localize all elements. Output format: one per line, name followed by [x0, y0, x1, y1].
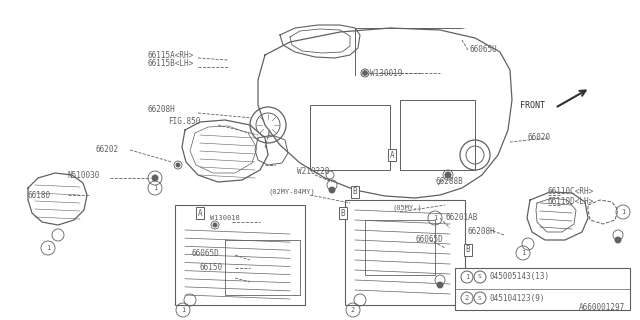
Text: 66065D: 66065D [415, 236, 443, 244]
Text: 1: 1 [46, 245, 50, 251]
Bar [455, 268, 630, 310]
Bar [345, 200, 465, 305]
Text: B: B [340, 209, 346, 218]
Text: 66115A<RH>: 66115A<RH> [148, 51, 195, 60]
Bar [175, 205, 305, 305]
Text: W130018: W130018 [210, 215, 240, 221]
Bar [400, 100, 475, 170]
Text: 66180: 66180 [28, 190, 51, 199]
Circle shape [615, 237, 621, 243]
Text: A: A [390, 150, 394, 159]
Circle shape [437, 282, 443, 288]
Text: (05MY-): (05MY-) [393, 205, 423, 211]
Circle shape [176, 163, 180, 167]
Text: FRONT: FRONT [520, 100, 545, 109]
Circle shape [329, 187, 335, 193]
Text: 66020: 66020 [528, 133, 551, 142]
Circle shape [445, 172, 451, 178]
Text: 66150: 66150 [200, 263, 223, 273]
Text: W130019: W130019 [370, 68, 403, 77]
Text: 1: 1 [521, 250, 525, 256]
Text: S: S [478, 295, 482, 300]
Text: FIG.850: FIG.850 [168, 117, 200, 126]
Text: 66202: 66202 [95, 146, 118, 155]
Text: A660001297: A660001297 [579, 303, 625, 312]
Bar [310, 105, 390, 170]
Circle shape [213, 223, 217, 227]
Text: 045005143(13): 045005143(13) [490, 273, 550, 282]
Text: A: A [198, 209, 202, 218]
Circle shape [152, 175, 158, 181]
Text: 66065D: 66065D [192, 249, 220, 258]
Text: 1: 1 [153, 185, 157, 191]
Text: 66201AB: 66201AB [445, 213, 477, 222]
Text: 66065U: 66065U [470, 45, 498, 54]
Bar [225, 240, 300, 295]
Text: 2: 2 [465, 295, 469, 301]
Text: 045104123(9): 045104123(9) [490, 293, 545, 302]
Text: 66110D<LH>: 66110D<LH> [548, 197, 595, 206]
Text: (02MY-04MY): (02MY-04MY) [268, 189, 315, 195]
Text: 2: 2 [351, 307, 355, 313]
Text: 66288B: 66288B [435, 178, 463, 187]
Circle shape [362, 70, 367, 76]
Text: 1: 1 [621, 209, 625, 215]
Text: 1: 1 [465, 274, 469, 280]
Text: 66208H: 66208H [148, 106, 176, 115]
Text: B: B [466, 245, 470, 254]
Text: 66115B<LH>: 66115B<LH> [148, 60, 195, 68]
Text: 66208H: 66208H [468, 228, 496, 236]
Text: 66110C<RH>: 66110C<RH> [548, 188, 595, 196]
Text: 1: 1 [433, 215, 437, 221]
Text: W210228: W210228 [297, 167, 330, 177]
Text: N510030: N510030 [68, 171, 100, 180]
Text: B: B [353, 188, 357, 196]
Text: S: S [478, 275, 482, 279]
Bar [365, 220, 435, 275]
Text: 1: 1 [181, 307, 185, 313]
